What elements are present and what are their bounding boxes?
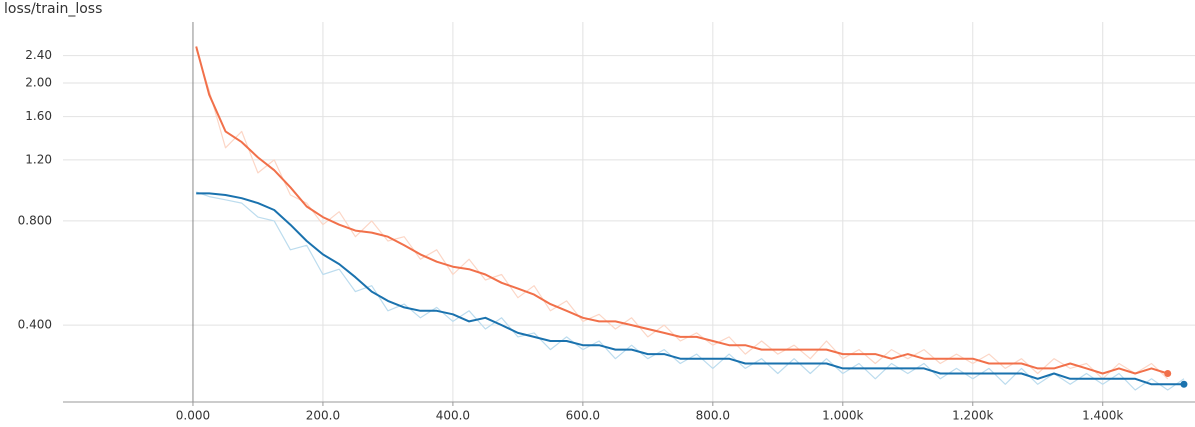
x-tick-label: 0.000 <box>176 409 210 423</box>
end-point <box>1164 370 1172 378</box>
x-tick-label: 800.0 <box>696 409 730 423</box>
chart-title: loss/train_loss <box>4 1 102 17</box>
y-tick-label: 2.40 <box>25 48 52 62</box>
x-tick-label: 1.200k <box>952 409 993 423</box>
series-line <box>195 49 1169 380</box>
series-line <box>195 46 1169 375</box>
x-tick-label: 400.0 <box>436 409 470 423</box>
y-tick-label: 0.400 <box>18 318 52 332</box>
x-tick-label: 1.400k <box>1082 409 1123 423</box>
y-tick-label: 0.800 <box>18 213 52 227</box>
y-tick-label: 2.00 <box>25 76 52 90</box>
series-line <box>195 191 1185 391</box>
y-tick-label: 1.60 <box>25 109 52 123</box>
y-tick-label: 1.20 <box>25 152 52 166</box>
x-tick-label: 600.0 <box>566 409 600 423</box>
series-line <box>196 192 1184 386</box>
x-tick-label: 1.000k <box>822 409 863 423</box>
x-tick-label: 200.0 <box>306 409 340 423</box>
end-point <box>1180 380 1188 388</box>
